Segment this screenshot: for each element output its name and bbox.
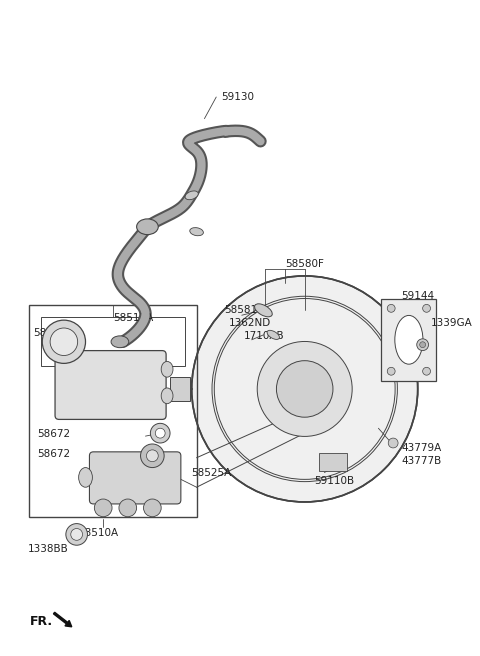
- Text: 59130: 59130: [221, 92, 254, 102]
- Circle shape: [257, 342, 352, 436]
- Circle shape: [146, 450, 158, 462]
- Circle shape: [50, 328, 78, 356]
- Ellipse shape: [137, 219, 158, 235]
- Text: 58510A: 58510A: [78, 527, 119, 537]
- Text: 58581: 58581: [224, 306, 257, 316]
- Circle shape: [423, 304, 431, 312]
- Bar: [29, 306, 197, 517]
- Text: 59144: 59144: [401, 291, 434, 300]
- Bar: [41, 318, 185, 366]
- Text: 43779A: 43779A: [401, 443, 441, 453]
- Circle shape: [276, 361, 333, 417]
- Ellipse shape: [161, 388, 173, 403]
- Circle shape: [387, 367, 395, 375]
- Circle shape: [144, 499, 161, 517]
- Bar: [170, 377, 190, 401]
- Circle shape: [387, 304, 395, 312]
- Ellipse shape: [79, 468, 92, 487]
- Circle shape: [192, 276, 418, 502]
- Text: 58672: 58672: [37, 449, 71, 459]
- Text: 1710AB: 1710AB: [244, 331, 284, 341]
- FancyBboxPatch shape: [382, 298, 436, 381]
- Text: 58580F: 58580F: [285, 259, 324, 269]
- Ellipse shape: [254, 304, 272, 317]
- Text: 58672: 58672: [37, 429, 71, 440]
- Circle shape: [150, 423, 170, 443]
- Ellipse shape: [267, 331, 279, 339]
- FancyArrow shape: [53, 612, 72, 626]
- Text: 58525A: 58525A: [192, 468, 232, 478]
- Ellipse shape: [190, 228, 204, 236]
- Text: 1362ND: 1362ND: [229, 318, 271, 328]
- Circle shape: [95, 499, 112, 517]
- Text: 59110B: 59110B: [314, 476, 355, 486]
- Bar: [320, 453, 347, 470]
- Text: 58511A: 58511A: [113, 314, 153, 323]
- Circle shape: [423, 367, 431, 375]
- Text: 1338BB: 1338BB: [27, 544, 68, 554]
- FancyBboxPatch shape: [89, 452, 181, 504]
- Circle shape: [71, 529, 83, 541]
- Text: FR.: FR.: [29, 615, 53, 628]
- Circle shape: [156, 428, 165, 438]
- Circle shape: [141, 444, 164, 468]
- Ellipse shape: [228, 307, 381, 471]
- Circle shape: [388, 438, 398, 448]
- Ellipse shape: [185, 191, 198, 199]
- Circle shape: [66, 523, 87, 545]
- FancyBboxPatch shape: [55, 350, 166, 419]
- Ellipse shape: [111, 336, 129, 348]
- Text: 58531A: 58531A: [34, 328, 73, 338]
- Circle shape: [119, 499, 137, 517]
- Ellipse shape: [395, 316, 423, 364]
- Circle shape: [417, 338, 429, 350]
- Text: 1339GA: 1339GA: [431, 318, 472, 328]
- Ellipse shape: [161, 361, 173, 377]
- Text: 43777B: 43777B: [401, 456, 441, 466]
- Circle shape: [420, 342, 426, 348]
- Circle shape: [42, 320, 85, 363]
